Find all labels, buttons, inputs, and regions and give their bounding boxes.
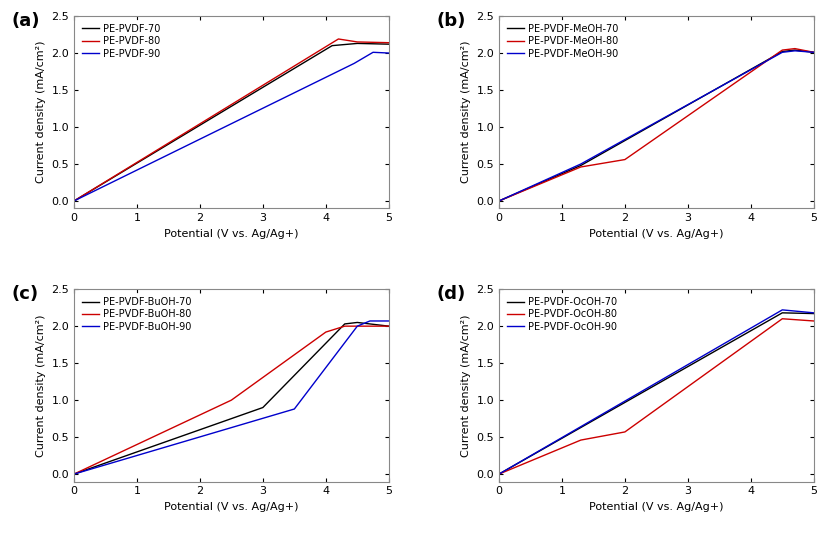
PE-PVDF-80 (334, 36, 344, 42)
PE-PVDF-MeOH-70 (790, 47, 800, 54)
PE-PVDF-BuOH-90 (289, 406, 299, 412)
PE-PVDF-90 (368, 49, 378, 56)
PE-PVDF-BuOH-80 (226, 397, 236, 403)
X-axis label: Potential (V vs. Ag/Ag+): Potential (V vs. Ag/Ag+) (164, 502, 298, 512)
PE-PVDF-BuOH-80 (339, 323, 349, 330)
Legend: PE-PVDF-OcOH-70, PE-PVDF-OcOH-80, PE-PVDF-OcOH-90: PE-PVDF-OcOH-70, PE-PVDF-OcOH-80, PE-PVD… (503, 293, 621, 335)
Text: (d): (d) (436, 285, 465, 303)
Line: PE-PVDF-MeOH-80: PE-PVDF-MeOH-80 (499, 49, 814, 201)
PE-PVDF-90 (384, 50, 394, 56)
Line: PE-PVDF-OcOH-70: PE-PVDF-OcOH-70 (499, 313, 814, 474)
PE-PVDF-BuOH-80 (69, 471, 79, 477)
PE-PVDF-MeOH-80 (809, 49, 819, 56)
PE-PVDF-MeOH-70 (809, 49, 819, 56)
PE-PVDF-BuOH-80 (321, 329, 330, 335)
PE-PVDF-OcOH-80 (620, 429, 630, 435)
PE-PVDF-BuOH-80 (384, 323, 394, 330)
PE-PVDF-BuOH-70 (258, 404, 268, 411)
PE-PVDF-MeOH-80 (576, 164, 586, 170)
PE-PVDF-BuOH-90 (353, 323, 363, 330)
Y-axis label: Current density (mA/cm²): Current density (mA/cm²) (461, 314, 471, 456)
Y-axis label: Current density (mA/cm²): Current density (mA/cm²) (36, 314, 46, 456)
PE-PVDF-BuOH-70 (353, 319, 363, 326)
PE-PVDF-70 (69, 198, 79, 204)
PE-PVDF-OcOH-90 (778, 307, 787, 313)
X-axis label: Potential (V vs. Ag/Ag+): Potential (V vs. Ag/Ag+) (589, 229, 723, 239)
PE-PVDF-MeOH-90 (809, 49, 819, 56)
Line: PE-PVDF-BuOH-70: PE-PVDF-BuOH-70 (74, 323, 389, 474)
PE-PVDF-90 (69, 198, 79, 204)
PE-PVDF-OcOH-80 (778, 316, 787, 322)
Legend: PE-PVDF-MeOH-70, PE-PVDF-MeOH-80, PE-PVDF-MeOH-90: PE-PVDF-MeOH-70, PE-PVDF-MeOH-80, PE-PVD… (503, 20, 622, 63)
Legend: PE-PVDF-70, PE-PVDF-80, PE-PVDF-90: PE-PVDF-70, PE-PVDF-80, PE-PVDF-90 (78, 20, 164, 63)
PE-PVDF-MeOH-70 (494, 198, 504, 204)
Text: (b): (b) (436, 12, 465, 30)
Text: (a): (a) (11, 12, 39, 30)
PE-PVDF-BuOH-90 (384, 318, 394, 324)
PE-PVDF-OcOH-80 (576, 437, 586, 444)
PE-PVDF-70 (384, 41, 394, 48)
Line: PE-PVDF-MeOH-90: PE-PVDF-MeOH-90 (499, 51, 814, 201)
Text: (c): (c) (11, 285, 38, 303)
PE-PVDF-MeOH-90 (790, 48, 800, 54)
PE-PVDF-OcOH-90 (494, 471, 504, 477)
Line: PE-PVDF-80: PE-PVDF-80 (74, 39, 389, 201)
PE-PVDF-MeOH-80 (620, 156, 630, 163)
Legend: PE-PVDF-BuOH-70, PE-PVDF-BuOH-80, PE-PVDF-BuOH-90: PE-PVDF-BuOH-70, PE-PVDF-BuOH-80, PE-PVD… (78, 293, 196, 335)
PE-PVDF-70 (327, 42, 337, 49)
PE-PVDF-BuOH-70 (384, 323, 394, 330)
PE-PVDF-OcOH-70 (809, 310, 819, 317)
PE-PVDF-BuOH-90 (365, 318, 375, 324)
PE-PVDF-MeOH-70 (576, 162, 586, 169)
Line: PE-PVDF-MeOH-70: PE-PVDF-MeOH-70 (499, 50, 814, 201)
Y-axis label: Current density (mA/cm²): Current density (mA/cm²) (461, 41, 471, 184)
Line: PE-PVDF-BuOH-80: PE-PVDF-BuOH-80 (74, 326, 389, 474)
PE-PVDF-80 (384, 40, 394, 46)
Line: PE-PVDF-OcOH-90: PE-PVDF-OcOH-90 (499, 310, 814, 474)
PE-PVDF-MeOH-80 (778, 47, 787, 54)
PE-PVDF-OcOH-70 (778, 310, 787, 316)
PE-PVDF-MeOH-70 (778, 48, 787, 55)
PE-PVDF-BuOH-70 (69, 471, 79, 477)
PE-PVDF-90 (349, 60, 359, 66)
Line: PE-PVDF-70: PE-PVDF-70 (74, 43, 389, 201)
X-axis label: Potential (V vs. Ag/Ag+): Potential (V vs. Ag/Ag+) (164, 229, 298, 239)
PE-PVDF-OcOH-90 (809, 310, 819, 316)
Line: PE-PVDF-90: PE-PVDF-90 (74, 52, 389, 201)
PE-PVDF-70 (353, 40, 363, 47)
PE-PVDF-MeOH-90 (778, 49, 787, 56)
PE-PVDF-MeOH-80 (494, 198, 504, 204)
PE-PVDF-OcOH-80 (494, 471, 504, 477)
Line: PE-PVDF-BuOH-90: PE-PVDF-BuOH-90 (74, 321, 389, 474)
PE-PVDF-80 (69, 198, 79, 204)
PE-PVDF-OcOH-70 (494, 471, 504, 477)
PE-PVDF-MeOH-80 (790, 45, 800, 52)
PE-PVDF-BuOH-90 (69, 471, 79, 477)
Line: PE-PVDF-OcOH-80: PE-PVDF-OcOH-80 (499, 319, 814, 474)
PE-PVDF-80 (353, 39, 363, 45)
PE-PVDF-OcOH-80 (809, 318, 819, 324)
X-axis label: Potential (V vs. Ag/Ag+): Potential (V vs. Ag/Ag+) (589, 502, 723, 512)
Y-axis label: Current density (mA/cm²): Current density (mA/cm²) (36, 41, 46, 184)
PE-PVDF-BuOH-70 (339, 320, 349, 327)
PE-PVDF-MeOH-90 (494, 198, 504, 204)
PE-PVDF-MeOH-90 (576, 161, 586, 167)
